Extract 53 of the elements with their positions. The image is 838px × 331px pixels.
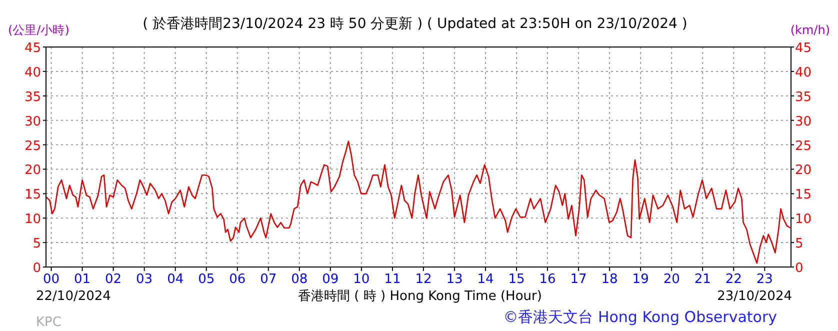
y2-tick-label: 45 [795, 41, 812, 56]
x-tick-label: 04 [167, 272, 184, 287]
x-tick-label: 02 [105, 272, 122, 287]
x-tick-label: 17 [570, 272, 587, 287]
y-tick-label: 45 [24, 41, 41, 56]
y-tick-label: 30 [24, 114, 41, 130]
y-axis-title: (公里/小時) [8, 23, 70, 37]
y-tick-label: 40 [24, 65, 41, 80]
y2-tick-label: 20 [795, 163, 812, 178]
y2-tick-label: 30 [795, 114, 812, 130]
x-tick-label: 03 [136, 272, 153, 287]
y-tick-label: 35 [24, 90, 41, 105]
y2-tick-label: 0 [795, 261, 804, 276]
x-tick-label: 13 [446, 272, 463, 287]
text: KPC [36, 315, 62, 330]
y2-tick-label: 25 [795, 138, 812, 154]
line-series [46, 140, 792, 264]
y2-axis-title: (km/h) [790, 23, 830, 37]
y-tick-label: 10 [24, 212, 41, 228]
x-tick-label: 22 [725, 272, 742, 287]
x-tick-label: 05 [198, 272, 215, 287]
x-tick-label: 12 [415, 272, 432, 287]
x-tick-label: 18 [601, 272, 618, 287]
x-tick-label: 15 [508, 272, 525, 287]
x-tick-label: 11 [384, 272, 401, 287]
y2-tick-label: 40 [795, 65, 812, 80]
x-tick-label: 07 [260, 272, 277, 287]
y2-tick-label: 15 [795, 188, 812, 203]
x-tick-label: 16 [539, 272, 556, 287]
x-tick-label: 20 [663, 272, 680, 287]
text: 23/10/2024 [717, 289, 792, 304]
x-tick-label: 01 [74, 272, 91, 287]
y-tick-label: 20 [24, 163, 41, 178]
x-tick-label: 21 [694, 272, 711, 287]
y2-tick-label: 35 [795, 90, 812, 105]
x-tick-label: 09 [322, 272, 339, 287]
x-tick-label: 19 [632, 272, 649, 287]
y-tick-label: 15 [24, 188, 41, 203]
y2-tick-label: 10 [795, 212, 812, 228]
chart-title: ( 於香港時間23/10/2024 23 時 50 分更新 ) ( Updated at 23:50H on 23/10/2024 ) [142, 16, 688, 32]
y2-tick-label: 5 [795, 236, 804, 252]
y-tick-label: 25 [24, 138, 41, 154]
x-tick-label: 23 [756, 272, 773, 287]
x-tick-label: 10 [353, 272, 370, 287]
y-tick-label: 0 [32, 261, 41, 276]
y-tick-label: 5 [32, 236, 41, 252]
x-axis-title: 香港時間 ( 時 ) Hong Kong Time (Hour) [298, 289, 542, 304]
x-tick-label: 14 [477, 272, 494, 287]
x-tick-label: 00 [43, 272, 60, 287]
text: 22/10/2024 [36, 289, 111, 304]
text: ©香港天文台 Hong Kong Observatory [503, 308, 778, 326]
x-tick-label: 06 [229, 272, 246, 287]
x-tick-label: 08 [291, 272, 308, 287]
